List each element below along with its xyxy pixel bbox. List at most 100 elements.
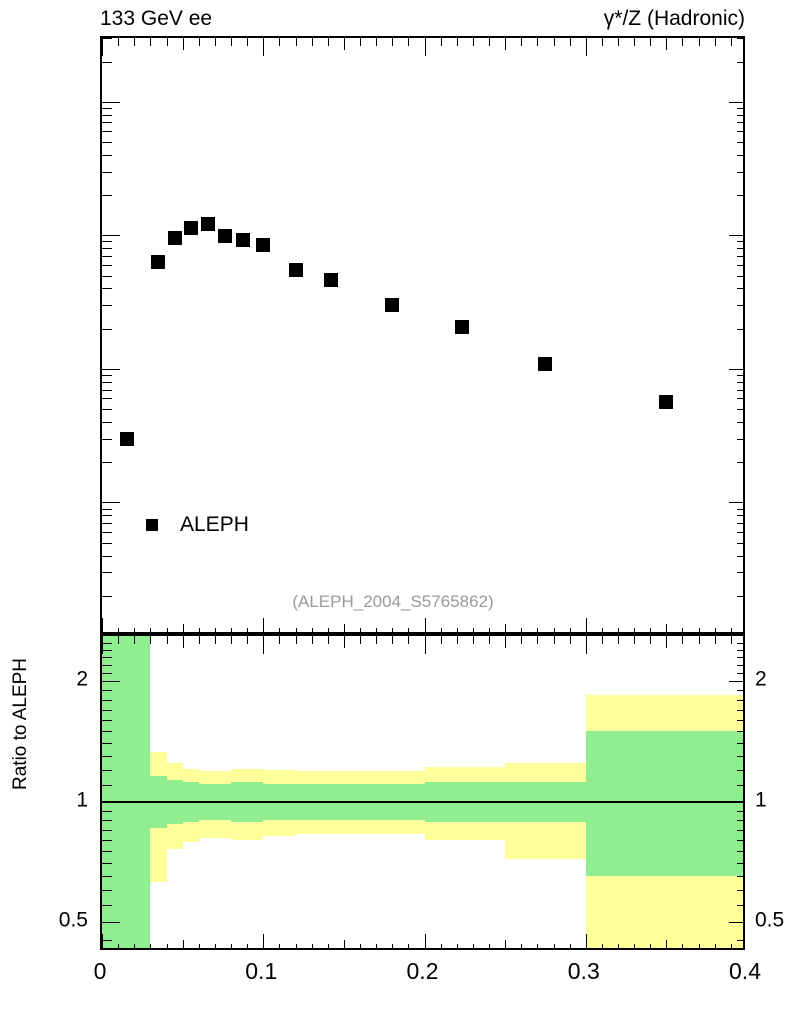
axis-tick — [215, 38, 216, 46]
axis-tick — [737, 172, 743, 173]
axis-tick — [489, 628, 490, 632]
axis-tick — [682, 636, 683, 644]
axis-tick — [102, 38, 112, 39]
axis-tick — [392, 38, 393, 46]
axis-tick — [737, 276, 743, 277]
axis-tick — [199, 636, 200, 644]
axis-tick — [699, 38, 700, 46]
axis-tick — [618, 38, 619, 46]
axis-tick — [473, 628, 474, 632]
data-point-marker — [168, 230, 183, 245]
axis-tick — [102, 131, 112, 132]
axis-tick — [328, 636, 329, 644]
axis-tick — [150, 944, 151, 948]
axis-tick — [634, 38, 635, 46]
data-point-marker — [538, 357, 553, 372]
axis-tick — [102, 934, 103, 948]
axis-tick — [102, 422, 112, 423]
axis-tick — [296, 38, 297, 46]
axis-tick — [102, 195, 112, 196]
axis-tick — [102, 115, 112, 116]
axis-tick — [737, 940, 743, 941]
axis-tick — [102, 108, 112, 109]
axis-tick — [360, 38, 361, 46]
axis-tick — [296, 944, 297, 948]
axis-tick — [729, 235, 743, 236]
axis-tick — [737, 820, 743, 821]
axis-tick — [102, 409, 112, 410]
axis-tick — [102, 905, 112, 906]
axis-tick — [102, 596, 112, 597]
axis-tick — [737, 863, 743, 864]
axis-tick — [715, 628, 716, 632]
axis-tick — [215, 636, 216, 644]
axis-tick — [618, 628, 619, 632]
axis-tick — [102, 329, 112, 330]
axis-tick — [102, 235, 120, 236]
axis-tick — [102, 785, 112, 786]
axis-tick — [360, 628, 361, 632]
x-tick-label: 0.4 — [729, 958, 761, 984]
axis-tick — [183, 38, 184, 50]
axis-tick — [570, 636, 571, 644]
axis-tick — [102, 276, 112, 277]
axis-tick — [102, 543, 112, 544]
axis-tick — [183, 636, 184, 648]
axis-tick — [505, 38, 506, 50]
axis-tick — [408, 628, 409, 632]
axis-tick — [360, 944, 361, 948]
axis-tick — [102, 770, 112, 771]
axis-tick — [102, 102, 120, 103]
axis-tick — [554, 944, 555, 948]
axis-tick — [650, 38, 651, 46]
axis-tick — [247, 636, 248, 644]
axis-tick — [344, 940, 345, 948]
axis-tick — [729, 681, 743, 682]
axis-tick — [167, 38, 168, 46]
axis-tick — [102, 890, 112, 891]
axis-tick — [715, 944, 716, 948]
axis-tick — [737, 248, 743, 249]
ratio-plot-area — [102, 636, 743, 948]
axis-tick — [102, 863, 112, 864]
axis-tick — [505, 624, 506, 632]
axis-tick — [247, 38, 248, 46]
axis-tick — [118, 636, 119, 644]
axis-tick — [102, 665, 112, 666]
axis-tick — [586, 618, 587, 632]
axis-tick — [102, 657, 112, 658]
axis-tick — [737, 556, 743, 557]
axis-tick — [715, 636, 716, 644]
axis-tick — [650, 944, 651, 948]
axis-tick — [408, 944, 409, 948]
axis-tick — [344, 636, 345, 648]
axis-tick — [102, 811, 112, 812]
axis-tick — [737, 375, 743, 376]
axis-tick — [199, 38, 200, 46]
axis-tick — [731, 944, 732, 948]
ratio-plot-panel — [100, 634, 745, 950]
axis-tick — [102, 439, 112, 440]
ratio-y-tick-label-right: 1 — [755, 788, 767, 812]
axis-tick — [134, 636, 135, 644]
axis-tick — [247, 944, 248, 948]
data-point-marker — [256, 238, 271, 253]
axis-tick — [102, 710, 112, 711]
axis-tick — [737, 743, 743, 744]
axis-tick — [731, 636, 732, 644]
axis-tick — [134, 628, 135, 632]
axis-tick — [737, 756, 743, 757]
ratio-uncertainty-band — [102, 636, 151, 948]
axis-tick — [457, 628, 458, 632]
axis-tick — [737, 572, 743, 573]
axis-tick — [737, 422, 743, 423]
axis-tick — [737, 840, 743, 841]
axis-tick — [296, 636, 297, 644]
axis-tick — [737, 543, 743, 544]
axis-tick — [247, 628, 248, 632]
axis-tick — [634, 636, 635, 644]
axis-tick — [102, 515, 112, 516]
axis-tick — [521, 636, 522, 644]
data-point-marker — [218, 228, 233, 243]
axis-tick — [150, 636, 151, 644]
